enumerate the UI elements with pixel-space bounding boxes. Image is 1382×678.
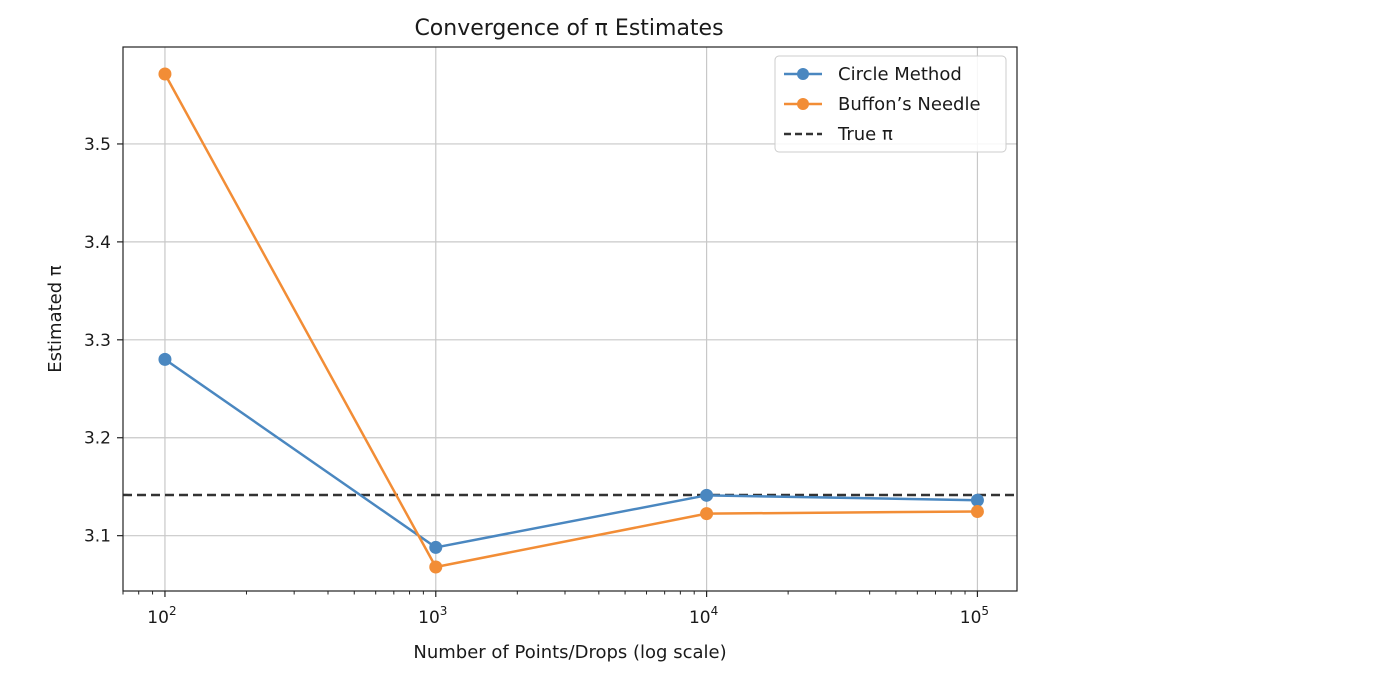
data-point-circle-method-2 (700, 488, 714, 502)
series-circle-method (158, 352, 984, 554)
data-point-buffons-needle-3 (970, 504, 984, 518)
data-point-buffons-needle-2 (700, 507, 714, 521)
x-axis-label: Number of Points/Drops (log scale) (413, 642, 726, 663)
legend: Circle Method Buffon’s Needle True π (774, 55, 1007, 153)
series-line-buffons-needle (163, 73, 978, 569)
x-axis-ticks: 102 103 104 105 (122, 591, 989, 628)
x-tick-label-exp-2: 4 (711, 604, 719, 618)
legend-entry-buffons-needle: Buffon’s Needle (784, 94, 981, 115)
y-tick-label-2: 3.3 (84, 331, 111, 351)
x-tick-label-0: 102 (147, 604, 176, 628)
x-tick-label-exp-0: 2 (169, 604, 177, 618)
legend-marker-buffons-needle (797, 98, 809, 110)
data-point-buffons-needle-1 (429, 560, 443, 574)
legend-entry-true-pi: True π (784, 124, 893, 145)
y-axis-ticks: 3.1 3.2 3.3 3.4 3.5 (84, 135, 123, 547)
y-tick-label-4: 3.5 (84, 135, 111, 155)
series-group (158, 67, 984, 574)
x-tick-label-1: 103 (418, 604, 447, 628)
data-point-circle-method-0 (158, 352, 172, 366)
data-point-circle-method-3 (970, 493, 984, 507)
x-tick-label-exp-3: 5 (981, 604, 989, 618)
x-tick-label-base-1: 10 (418, 608, 440, 628)
x-tick-label-2: 104 (689, 604, 718, 628)
legend-label-true-pi: True π (837, 124, 893, 145)
x-tick-label-base-0: 10 (147, 608, 169, 628)
data-point-circle-method-1 (429, 540, 443, 554)
data-point-buffons-needle-0 (158, 67, 172, 81)
legend-marker-circle-method (797, 68, 809, 80)
x-tick-label-base-3: 10 (960, 608, 982, 628)
x-tick-label-3: 105 (960, 604, 989, 628)
legend-label-buffons-needle: Buffon’s Needle (838, 94, 981, 115)
series-buffons-needle (158, 67, 984, 574)
plot-area-frame (122, 46, 1018, 592)
legend-box (774, 55, 1007, 153)
y-axis-label: Estimated π (45, 265, 66, 373)
y-tick-label-3: 3.4 (84, 233, 111, 253)
x-tick-label-exp-1: 3 (440, 604, 448, 618)
chart-title: Convergence of π Estimates (414, 16, 723, 41)
legend-label-circle-method: Circle Method (838, 64, 962, 85)
y-tick-label-0: 3.1 (84, 527, 111, 547)
series-line-circle-method (164, 358, 978, 549)
legend-entry-circle-method: Circle Method (784, 64, 962, 85)
x-tick-label-base-2: 10 (689, 608, 711, 628)
y-tick-label-1: 3.2 (84, 429, 111, 449)
